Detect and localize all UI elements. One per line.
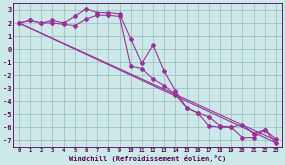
X-axis label: Windchill (Refroidissement éolien,°C): Windchill (Refroidissement éolien,°C) (69, 155, 226, 162)
